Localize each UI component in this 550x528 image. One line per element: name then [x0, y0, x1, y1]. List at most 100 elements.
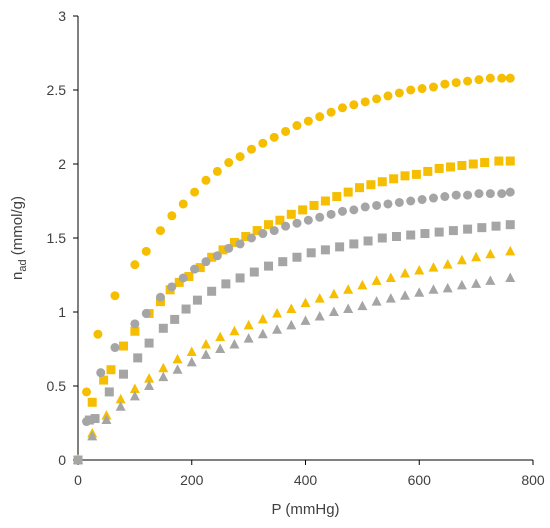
series-6-triangle-marker — [428, 284, 439, 294]
series-1-circle-marker — [281, 126, 291, 136]
series-2-square-marker — [87, 397, 97, 407]
series-5-triangle-marker — [471, 251, 482, 262]
series-6-triangle-marker — [471, 278, 482, 288]
series-2-square-marker — [119, 341, 128, 351]
series-4-square-marker — [84, 415, 94, 425]
series-6-triangle-marker — [129, 390, 140, 401]
series-2-square-marker — [446, 162, 456, 172]
series-1-circle-marker — [406, 85, 416, 95]
series-2-square-marker — [320, 196, 330, 206]
series-6-triangle-marker — [229, 339, 240, 349]
series-4-square-marker — [363, 236, 373, 246]
series-1-circle-marker — [360, 97, 370, 107]
y-tick-label: 2 — [58, 156, 66, 172]
series-4-square-marker — [306, 248, 316, 258]
series-6-triangle-marker — [144, 380, 155, 390]
series-4-square-marker — [235, 273, 245, 283]
series-1-circle-marker — [440, 79, 450, 89]
x-axis-ticks: 0 200 400 600 800 — [74, 460, 545, 488]
series-6-triangle-marker — [314, 310, 325, 321]
series-5-triangle-marker — [314, 293, 325, 303]
series-2-square-marker — [355, 183, 365, 193]
series-4-square-marker — [477, 223, 487, 233]
series-5-triangle-marker — [286, 303, 297, 314]
series-5-triangle-marker — [115, 393, 126, 404]
y-tick-label: 1 — [58, 304, 66, 320]
series-3-circle-marker — [303, 215, 313, 225]
series-4-square-marker — [133, 353, 143, 363]
series-3-circle-marker — [155, 292, 165, 302]
series-6-triangle-marker — [172, 364, 183, 374]
series-1-circle-marker — [201, 175, 211, 185]
series-3-circle-marker — [258, 229, 268, 239]
series-2-square-marker — [389, 174, 399, 184]
series-1-circle-marker — [428, 82, 438, 92]
series-1-circle-marker — [141, 246, 151, 256]
series-2-square-marker — [468, 159, 478, 169]
series-1-circle-marker — [130, 260, 140, 270]
series-3-circle-marker — [505, 187, 515, 197]
series-5-triangle-marker — [300, 297, 311, 308]
series-3-circle-marker — [360, 202, 370, 212]
series-2-square-marker — [207, 252, 217, 262]
series-3-circle-marker — [372, 200, 382, 210]
series-1-circle-marker — [497, 73, 507, 83]
series-5-triangle-marker — [385, 272, 396, 282]
series-4-square-marker — [144, 338, 154, 348]
data-markers — [73, 73, 516, 465]
series-4-square-marker — [158, 323, 168, 333]
y-tick-label: 1.5 — [47, 230, 67, 246]
series-4-square-marker — [90, 414, 100, 424]
series-4-square-marker — [221, 279, 231, 289]
series-4-square-marker — [349, 239, 359, 249]
series-4-square-marker — [292, 252, 302, 262]
series-6-triangle-marker — [371, 296, 382, 306]
series-2-square-marker — [457, 160, 467, 170]
series-4-square-marker — [434, 227, 444, 237]
series-2-square-marker — [286, 209, 296, 219]
series-1-circle-marker — [269, 132, 279, 142]
series-4-square-marker — [505, 220, 515, 230]
series-1-circle-marker — [246, 144, 256, 154]
series-6-triangle-marker — [115, 401, 126, 411]
series-2-square-marker — [252, 226, 262, 236]
series-3-circle-marker — [246, 233, 256, 243]
series-2-square-marker — [184, 271, 194, 281]
series-2-square-marker — [434, 163, 444, 173]
series-6-triangle-marker — [414, 287, 425, 297]
series-4-square-marker — [392, 232, 401, 242]
series-6-triangle-marker — [485, 275, 496, 285]
series-5-triangle-marker — [229, 325, 240, 336]
series-1-circle-marker — [178, 199, 188, 209]
series-2-square-marker — [99, 375, 109, 385]
series-1-circle-marker — [167, 211, 177, 221]
series-1-circle-marker — [417, 84, 427, 94]
series-1-circle-marker — [383, 91, 393, 101]
series-4-square-marker — [264, 261, 274, 271]
series-1-circle-marker — [474, 75, 484, 85]
series-1-circle-marker — [110, 291, 120, 301]
x-tick-label: 600 — [408, 472, 432, 488]
series-4-square-marker — [377, 233, 387, 243]
series-1-circle-marker — [155, 226, 165, 236]
series-5-triangle-marker — [414, 265, 425, 275]
series-6-triangle-marker — [286, 319, 297, 330]
series-4-square-marker — [192, 295, 202, 305]
series-6-triangle-marker — [328, 306, 339, 316]
series-2-square-marker — [275, 215, 285, 225]
series-6-triangle-marker — [272, 324, 283, 334]
series-5-triangle-marker — [144, 373, 155, 383]
series-5-triangle-marker — [371, 275, 382, 285]
series-6-triangle-marker — [505, 272, 516, 282]
x-tick-label: 0 — [74, 472, 82, 488]
series-3-circle-marker — [428, 193, 438, 203]
y-axis-title-main: n — [9, 272, 26, 280]
series-1-circle-marker — [235, 152, 245, 162]
series-1-circle-marker — [212, 166, 222, 176]
series-3-circle-marker — [497, 189, 507, 199]
series-6-triangle-marker — [442, 282, 453, 293]
series-3-circle-marker — [451, 190, 461, 200]
series-1-circle-marker — [190, 187, 200, 197]
series-4-square-marker — [448, 226, 458, 236]
series-5-triangle-marker — [400, 268, 411, 278]
